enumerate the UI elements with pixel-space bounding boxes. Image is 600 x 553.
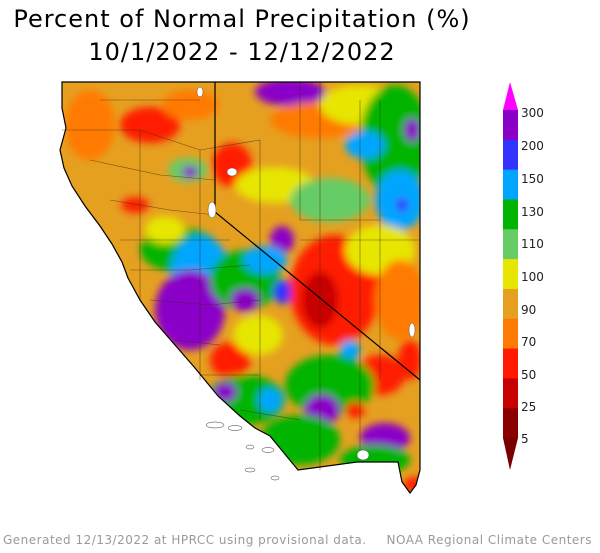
credit-text: NOAA Regional Climate Centers <box>386 533 592 547</box>
scale-label: 5 <box>521 432 529 446</box>
scale-swatch <box>503 348 518 379</box>
county-boundaries <box>62 82 420 470</box>
region-purple <box>182 166 198 178</box>
region-green <box>285 355 375 415</box>
scale-bottom-arrow <box>503 438 518 470</box>
region-red <box>398 340 420 380</box>
scale-label: 200 <box>521 139 544 153</box>
scale-label: 150 <box>521 172 544 186</box>
region-yellow <box>233 315 283 355</box>
scale-label: 70 <box>521 335 537 349</box>
scale-swatch <box>503 139 518 171</box>
region-red <box>210 342 250 378</box>
region-blue <box>243 246 287 274</box>
scale-swatch <box>503 110 518 141</box>
region-red <box>403 477 420 493</box>
lakes <box>196 86 416 461</box>
region-violet <box>396 198 408 212</box>
region-orange <box>162 90 218 120</box>
scale-swatch <box>503 318 518 350</box>
region-blue <box>345 131 385 159</box>
region-red <box>120 107 180 143</box>
scale-label: 90 <box>521 303 537 317</box>
scale-label: 25 <box>521 400 537 414</box>
scale-label: 110 <box>521 237 544 251</box>
region-green <box>360 85 420 195</box>
color-scale-swatches <box>503 110 518 439</box>
scale-swatch <box>503 229 518 260</box>
region-lightgreen <box>290 178 370 222</box>
scale-label: 130 <box>521 205 544 219</box>
scale-swatch <box>503 259 518 290</box>
region-orange <box>375 260 420 340</box>
region-red <box>121 197 149 213</box>
scale-top-arrow <box>503 82 518 110</box>
scale-swatch <box>503 378 518 409</box>
region-violet <box>273 280 293 304</box>
scale-swatch <box>503 288 518 320</box>
region-yellow <box>145 216 185 244</box>
region-purple <box>155 270 225 350</box>
map-title-line1: Percent of Normal Precipitation (%) <box>13 5 471 33</box>
generated-note: Generated 12/13/2022 at HPRCC using prov… <box>3 533 367 547</box>
region-blue <box>340 340 360 360</box>
scale-label: 100 <box>521 270 544 284</box>
region-blue <box>258 388 282 412</box>
scale-label: 300 <box>521 106 544 120</box>
region-purple <box>270 226 294 254</box>
scale-label: 50 <box>521 368 537 382</box>
region-purple <box>230 288 260 312</box>
region-purple <box>255 82 325 106</box>
region-orange <box>65 90 115 160</box>
map-title-line2: 10/1/2022 - 12/12/2022 <box>88 38 396 66</box>
region-purple <box>404 118 420 142</box>
scale-swatch <box>503 199 518 230</box>
scale-swatch <box>503 169 518 200</box>
channel-islands <box>205 421 280 481</box>
scale-swatch <box>503 408 518 439</box>
